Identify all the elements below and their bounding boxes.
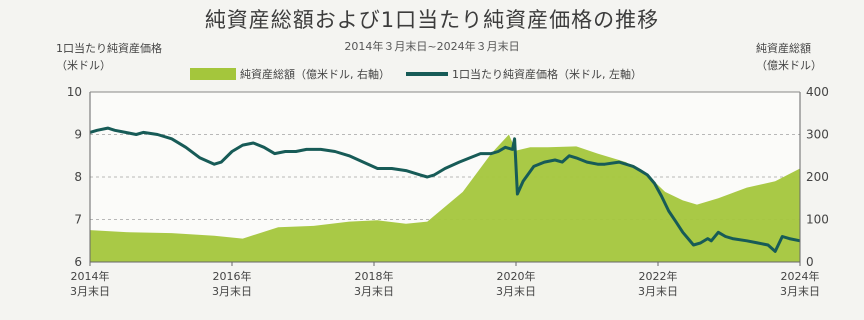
right-tick-label: 300 bbox=[806, 128, 829, 142]
legend-line-label: 1口当たり純資産価格（米ドル, 左軸） bbox=[452, 68, 642, 81]
chart-title: 純資産総額および1口当たり純資産価格の推移 bbox=[204, 8, 660, 32]
legend-line-swatch bbox=[406, 72, 448, 76]
left-tick-label: 10 bbox=[67, 85, 82, 99]
nav-per-unit-line bbox=[89, 126, 801, 253]
x-tick-label-month: 3月末日 bbox=[212, 284, 252, 298]
chart-subtitle: 2014年３月末日~2024年３月末日 bbox=[344, 40, 520, 53]
x-tick-label-year: 2024年 bbox=[781, 269, 820, 283]
right-axis-title-line-1: 純資産総額 bbox=[756, 42, 811, 55]
x-tick-label-month: 3月末日 bbox=[780, 284, 820, 298]
right-tick-label: 200 bbox=[806, 170, 829, 184]
x-tick-label-month: 3月末日 bbox=[496, 284, 536, 298]
x-tick-label-year: 2014年 bbox=[71, 269, 110, 283]
net-assets-area bbox=[90, 134, 800, 262]
left-tick-label: 8 bbox=[74, 170, 82, 184]
left-axis-title: 1口当たり純資産価格 （米ドル） bbox=[56, 40, 162, 74]
left-tick-label: 6 bbox=[74, 255, 82, 269]
right-tick-label: 100 bbox=[806, 213, 829, 227]
legend-area-swatch bbox=[190, 68, 236, 80]
x-tick-label-year: 2016年 bbox=[213, 269, 252, 283]
x-tick-label-month: 3月末日 bbox=[70, 284, 110, 298]
left-tick-label: 7 bbox=[74, 213, 82, 227]
x-tick-label-month: 3月末日 bbox=[354, 284, 394, 298]
right-axis-title-line-2: （億米ドル） bbox=[756, 59, 822, 72]
left-tick-label: 9 bbox=[74, 128, 82, 142]
x-tick-label-year: 2020年 bbox=[497, 269, 536, 283]
right-axis-title: 純資産総額 （億米ドル） bbox=[756, 40, 822, 74]
left-axis-title-line-1: 1口当たり純資産価格 bbox=[56, 42, 162, 55]
right-tick-label: 0 bbox=[806, 255, 814, 269]
right-tick-label: 400 bbox=[806, 85, 829, 99]
x-tick-label-month: 3月末日 bbox=[638, 284, 678, 298]
legend: 純資産総額（億米ドル, 右軸） 1口当たり純資産価格（米ドル, 左軸） bbox=[190, 66, 750, 82]
x-tick-label-year: 2018年 bbox=[355, 269, 394, 283]
left-axis-title-line-2: （米ドル） bbox=[56, 59, 111, 72]
legend-area-label: 純資産総額（億米ドル, 右軸） bbox=[240, 68, 390, 81]
x-tick-label-year: 2022年 bbox=[639, 269, 678, 283]
